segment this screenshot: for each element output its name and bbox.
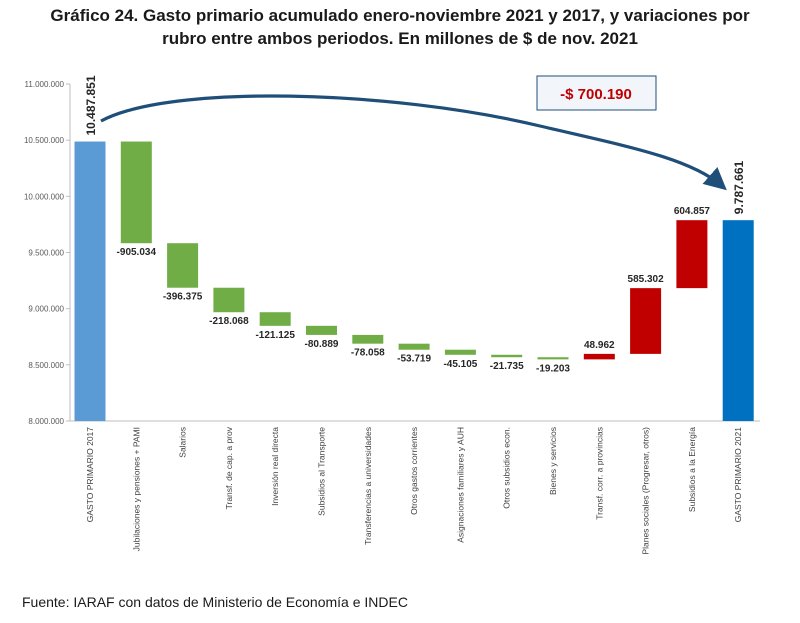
y-tick-label: 9.000.000 xyxy=(28,305,64,314)
category-label-1: GASTO PRIMARIO 2017 xyxy=(85,427,95,523)
data-labels-group: 10.487.851 -905.034 -396.375 -218.068 -121.1… xyxy=(84,75,746,374)
data-label-3: -396.375 xyxy=(163,292,203,303)
data-label-10: -21.735 xyxy=(490,361,524,372)
y-tick-label: 11.000.000 xyxy=(25,80,65,89)
bar-8 xyxy=(398,343,430,350)
bar-3 xyxy=(167,243,199,288)
data-label-8: -53.719 xyxy=(397,354,431,365)
bar-15 xyxy=(722,220,754,421)
category-labels-group: GASTO PRIMARIO 2017 Jubilaciones y pensio… xyxy=(85,426,743,554)
difference-arrow xyxy=(100,94,727,191)
bar-5 xyxy=(259,312,291,326)
category-label-3: Salarios xyxy=(178,427,188,458)
category-label-10: Otros subsidios econ. xyxy=(502,427,512,509)
category-label-4: Transf. de cap. a prov xyxy=(224,426,234,509)
data-label-14: 604.857 xyxy=(674,206,711,217)
data-label-11: -19.203 xyxy=(536,363,570,374)
data-label-1: 10.487.851 xyxy=(84,75,98,135)
category-label-8: Otros gastos corrientes xyxy=(409,427,419,515)
data-label-12: 48.962 xyxy=(584,340,615,351)
bar-1 xyxy=(74,141,106,421)
bar-13 xyxy=(630,288,662,354)
annotation-text: -$ 700.190 xyxy=(560,86,632,103)
category-label-14: Subsidios a la Energía xyxy=(687,427,697,512)
bar-9 xyxy=(444,349,476,355)
category-label-11: Bienes y servicios xyxy=(548,427,558,495)
bar-12 xyxy=(583,353,615,360)
y-axis: 8.000.000 8.500.000 9.000.000 9.500.000 10.0… xyxy=(24,80,760,426)
data-label-2: -905.034 xyxy=(117,247,157,258)
category-label-9: Asignaciones familiares y AUH xyxy=(455,427,465,543)
data-label-9: -45.105 xyxy=(443,359,477,370)
bar-11 xyxy=(537,357,569,360)
category-label-2: Jubilaciones y pensiones + PAMI xyxy=(131,427,141,551)
category-label-15: GASTO PRIMARIO 2021 xyxy=(733,427,743,523)
category-label-6: Subsidios al Transporte xyxy=(317,427,327,516)
annotation-box xyxy=(536,75,657,111)
data-label-13: 585.302 xyxy=(628,274,665,285)
chart-title: Gráfico 24. Gasto primario acumulado ene… xyxy=(0,4,800,50)
bar-10 xyxy=(491,354,523,358)
y-tick-label: 10.000.000 xyxy=(24,192,65,201)
chart-title-line-1: Gráfico 24. Gasto primario acumulado ene… xyxy=(50,6,750,25)
data-label-5: -121.125 xyxy=(255,330,295,341)
category-label-13: Planes sociales (Progresar, otros) xyxy=(641,427,651,555)
data-label-15: 9.787.661 xyxy=(732,160,746,214)
category-label-12: Transf. corr. a provincias xyxy=(594,427,604,520)
y-tick-label: 10.500.000 xyxy=(24,136,65,145)
source-note: Fuente: IARAF con datos de Ministerio de… xyxy=(22,594,408,610)
chart-title-line-2: rubro entre ambos periodos. En millones … xyxy=(162,29,638,48)
bar-6 xyxy=(306,325,337,335)
bar-2 xyxy=(120,141,152,244)
bar-7 xyxy=(352,334,384,344)
bars-group xyxy=(74,141,754,421)
category-label-7: Transferencias a universidades xyxy=(363,427,373,545)
data-label-7: -78.058 xyxy=(351,348,385,359)
data-label-6: -80.889 xyxy=(305,339,339,350)
bar-4 xyxy=(213,287,245,313)
y-tick-label: 8.000.000 xyxy=(28,417,64,426)
y-tick-label: 8.500.000 xyxy=(28,361,64,370)
y-tick-label: 9.500.000 xyxy=(28,249,64,258)
data-label-4: -218.068 xyxy=(209,316,249,327)
bar-14 xyxy=(676,220,708,289)
category-label-5: Inversión real directa xyxy=(270,427,280,506)
